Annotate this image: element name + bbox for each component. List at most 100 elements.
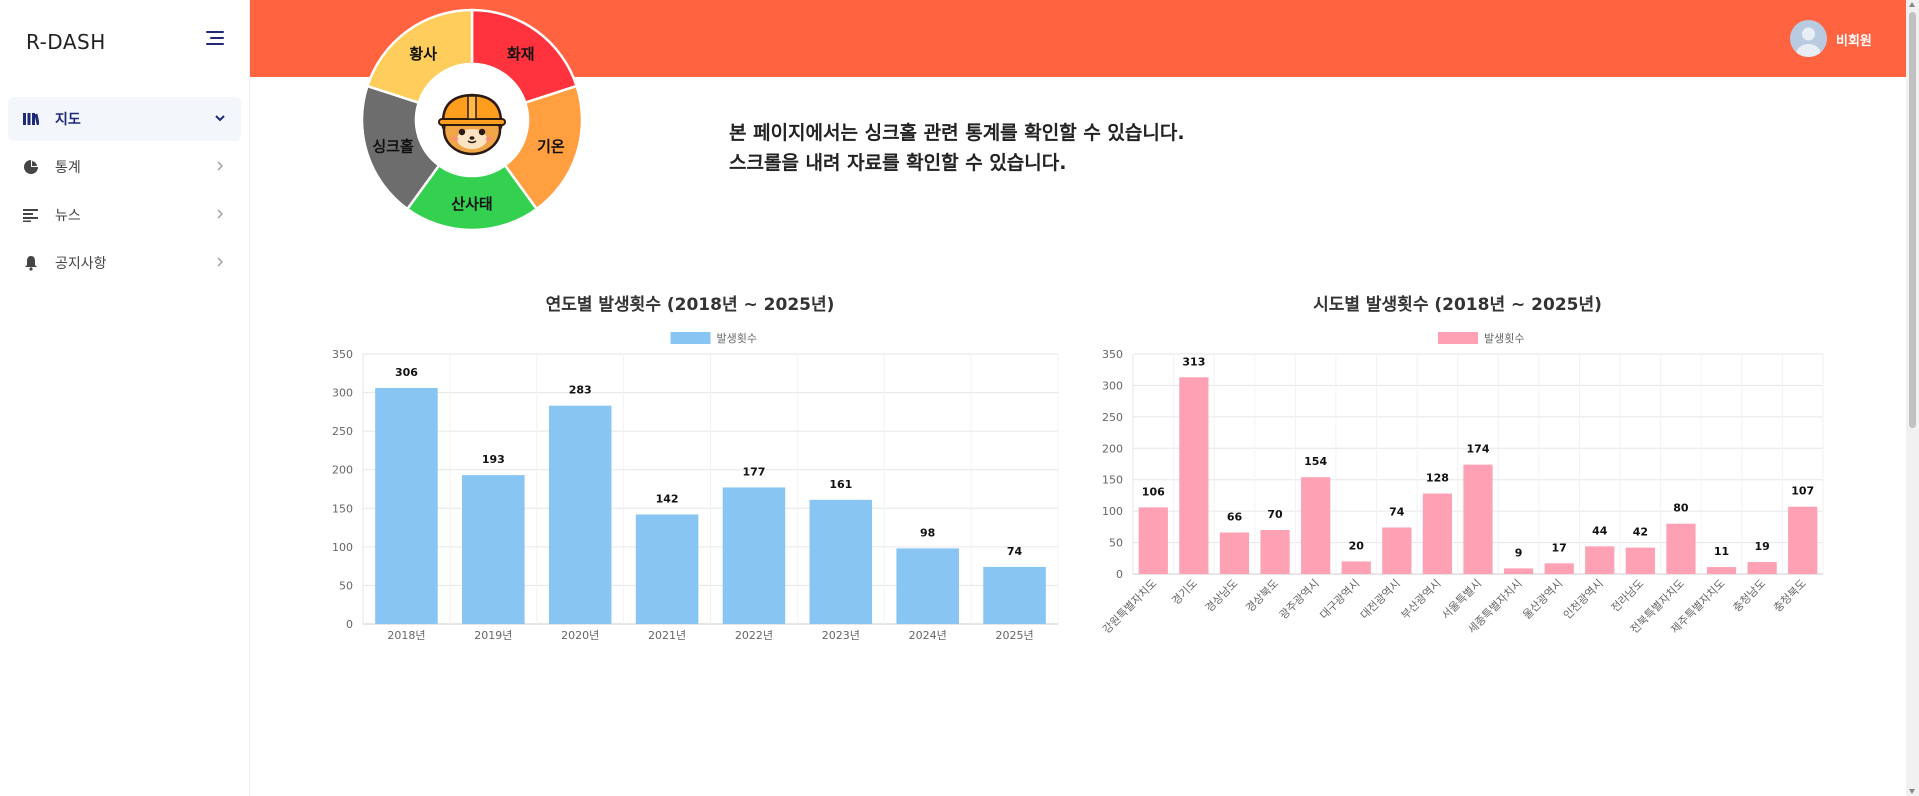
data-label: 20	[1349, 539, 1365, 552]
sidebar-item-map[interactable]: 지도	[8, 97, 241, 141]
bar[interactable]	[1706, 567, 1737, 574]
y-tick-label: 300	[1102, 379, 1123, 392]
scroll-thumb[interactable]	[1909, 12, 1916, 428]
sidebar-item-label: 뉴스	[55, 208, 81, 224]
y-tick-label: 250	[332, 425, 353, 438]
bar[interactable]	[1463, 464, 1493, 574]
data-label: 283	[569, 384, 592, 397]
wheel-segment-label: 기온	[537, 138, 565, 156]
data-label: 177	[742, 465, 765, 478]
y-tick-label: 50	[1109, 537, 1123, 550]
data-label: 154	[1304, 455, 1327, 468]
chevron-down-icon	[213, 111, 227, 125]
bar[interactable]	[635, 514, 699, 624]
x-tick-label: 충청남도	[1730, 577, 1768, 615]
data-label: 306	[395, 366, 418, 379]
legend-swatch	[670, 332, 711, 344]
intro-line-1: 본 페이지에서는 싱크홀 관련 통계를 확인할 수 있습니다.	[729, 122, 1185, 144]
bar[interactable]	[1788, 506, 1818, 574]
user-label[interactable]: 비회원	[1836, 34, 1872, 49]
data-label: 313	[1182, 355, 1205, 368]
data-label: 42	[1633, 526, 1648, 539]
bar[interactable]	[462, 475, 525, 624]
bar[interactable]	[548, 405, 612, 624]
bar[interactable]	[1219, 532, 1250, 574]
data-label: 74	[1389, 505, 1405, 518]
avatar[interactable]	[1790, 20, 1827, 57]
data-label: 193	[482, 453, 505, 466]
intro-line-2: 스크롤을 내려 자료를 확인할 수 있습니다.	[729, 152, 1067, 174]
mascot-icon	[438, 93, 506, 156]
x-tick-label: 광주광역시	[1277, 577, 1322, 622]
scroll-up-icon[interactable]	[1909, 2, 1915, 7]
y-tick-label: 100	[332, 541, 353, 554]
data-label: 174	[1467, 443, 1490, 456]
sidebar-item-stats[interactable]: 통계	[8, 145, 241, 189]
y-tick-label: 300	[332, 387, 353, 400]
scroll-down-icon[interactable]	[1909, 789, 1915, 794]
wheel-segment-label: 화재	[507, 45, 535, 63]
bell-icon	[23, 255, 39, 271]
brand-logo[interactable]: R-DASH	[26, 30, 106, 54]
pie-chart-icon	[23, 159, 39, 175]
data-label: 70	[1267, 508, 1283, 521]
bar[interactable]	[1422, 493, 1453, 574]
bar[interactable]	[722, 487, 786, 624]
x-tick-label: 2019년	[474, 629, 512, 642]
chart-title: 연도별 발생횟수 (2018년 ~ 2025년)	[545, 295, 835, 315]
bar[interactable]	[1341, 561, 1371, 574]
map-icon	[23, 111, 39, 127]
x-tick-label: 인천광역시	[1560, 576, 1606, 622]
chevron-right-icon	[213, 207, 227, 221]
bar[interactable]	[1666, 523, 1696, 574]
x-tick-label: 부산광역시	[1399, 577, 1444, 622]
chart-legend[interactable]: 발생횟수	[1438, 332, 1524, 345]
bar[interactable]	[1544, 563, 1574, 574]
news-icon	[23, 207, 39, 223]
bar[interactable]	[1138, 507, 1168, 574]
data-label: 128	[1426, 472, 1449, 485]
bar[interactable]	[1301, 477, 1331, 574]
sidebar: R-DASH 지도 통계 뉴스	[0, 0, 250, 796]
x-tick-label: 2018년	[387, 629, 425, 642]
sidebar-item-news[interactable]: 뉴스	[8, 193, 241, 237]
data-label: 9	[1515, 546, 1523, 559]
wheel-segment-label: 황사	[409, 45, 437, 63]
y-tick-label: 250	[1102, 411, 1123, 424]
x-tick-label: 경상북도	[1243, 577, 1281, 615]
bar[interactable]	[1503, 568, 1534, 574]
data-label: 74	[1007, 545, 1023, 558]
data-label: 98	[920, 526, 935, 539]
bar[interactable]	[1585, 546, 1615, 574]
bar[interactable]	[983, 566, 1046, 624]
bar[interactable]	[375, 387, 438, 624]
menu-toggle-icon[interactable]	[206, 31, 224, 47]
x-tick-label: 2024년	[909, 629, 947, 642]
x-tick-label: 2023년	[822, 629, 860, 642]
bar[interactable]	[1382, 527, 1412, 574]
sidebar-item-label: 지도	[55, 112, 81, 128]
page-scrollbar[interactable]	[1906, 0, 1919, 796]
chart-legend[interactable]: 발생횟수	[670, 332, 757, 345]
bar[interactable]	[1747, 562, 1777, 574]
sidebar-item-label: 공지사항	[55, 256, 107, 272]
bar[interactable]	[896, 548, 959, 624]
chevron-right-icon	[213, 159, 227, 173]
x-tick-label: 2025년	[996, 629, 1034, 642]
bar[interactable]	[1179, 377, 1209, 574]
wheel-segment-label: 싱크홀	[372, 138, 414, 156]
data-label: 107	[1791, 485, 1814, 498]
y-tick-label: 150	[332, 502, 353, 515]
data-label: 44	[1592, 524, 1608, 537]
data-label: 80	[1673, 502, 1689, 515]
bar[interactable]	[1625, 547, 1655, 574]
bar[interactable]	[1260, 530, 1290, 574]
x-tick-label: 경상남도	[1203, 577, 1241, 615]
x-tick-label: 경기도	[1169, 577, 1200, 608]
data-label: 19	[1754, 540, 1769, 553]
legend-label: 발생횟수	[717, 332, 757, 345]
sidebar-nav: 지도 통계 뉴스 공지사항	[8, 97, 241, 289]
data-label: 11	[1714, 545, 1729, 558]
bar[interactable]	[809, 499, 873, 624]
sidebar-item-notice[interactable]: 공지사항	[8, 241, 241, 285]
